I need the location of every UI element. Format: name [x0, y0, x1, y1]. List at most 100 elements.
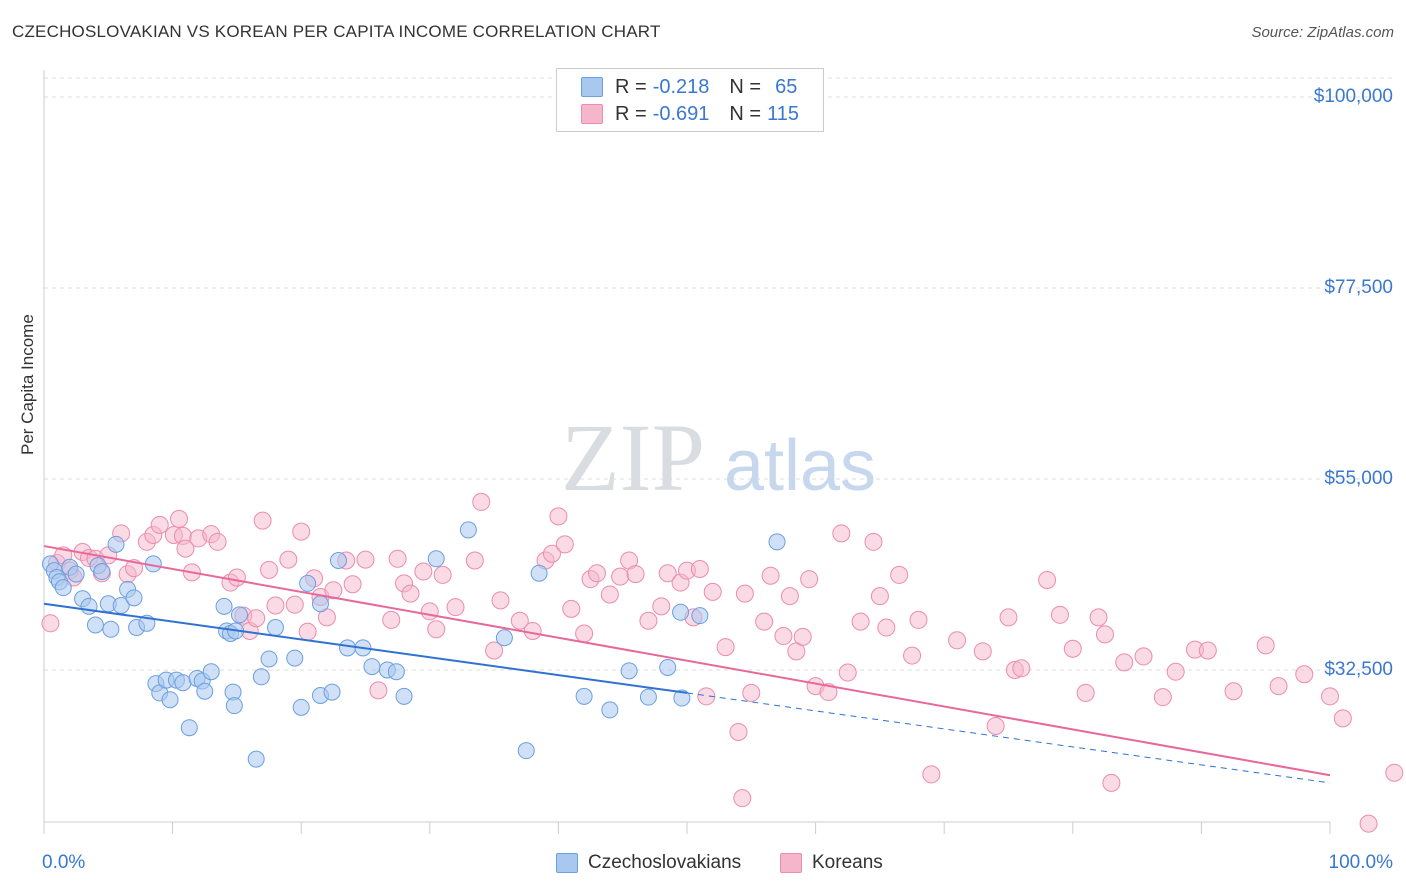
legend-row-czech: R = -0.218 N = 65 — [581, 75, 797, 99]
chart-title: CZECHOSLOVAKIAN VS KOREAN PER CAPITA INC… — [12, 22, 661, 41]
legend-korean-label: Koreans — [812, 852, 883, 873]
y-axis-label: Per Capita Income — [18, 314, 37, 455]
korean-point — [298, 622, 317, 641]
czech-point — [180, 719, 198, 737]
korean-point — [1012, 659, 1031, 678]
source-note: Source: ZipAtlas.com — [1251, 24, 1394, 41]
czech-r-value: -0.218 — [652, 75, 710, 98]
korean-point — [890, 565, 909, 584]
korean-point — [446, 598, 465, 617]
legend-korean-swatch — [780, 853, 802, 873]
korean-point — [986, 717, 1005, 736]
legend-czech-swatch — [556, 853, 578, 873]
korean-point — [414, 562, 433, 581]
korean-point — [292, 522, 311, 541]
korean-point — [465, 551, 484, 570]
czech-point — [93, 563, 111, 581]
korean-point — [150, 515, 169, 534]
korean-point — [1198, 641, 1217, 660]
korean-point — [324, 581, 343, 600]
korean-point — [658, 564, 677, 583]
korean-point — [1134, 647, 1153, 666]
korean-point — [793, 627, 812, 646]
korean-point — [1224, 682, 1243, 701]
korean-point — [733, 789, 752, 808]
korean-point — [247, 609, 266, 628]
korean-point — [1050, 605, 1069, 624]
czech-point — [292, 698, 310, 716]
korean-point — [176, 539, 195, 558]
korean-point — [549, 507, 568, 526]
korean-point — [1256, 636, 1275, 655]
legend-item-korean: Koreans — [780, 852, 883, 874]
czech-point — [174, 674, 192, 692]
korean-point — [1269, 677, 1288, 696]
korean-point — [125, 559, 144, 578]
czech-n-label: N = — [729, 75, 762, 98]
korean-point — [472, 492, 491, 511]
czech-point — [86, 616, 104, 634]
x-tick-max: 100.0% — [1328, 852, 1393, 873]
czech-point — [768, 533, 786, 551]
korean-trend-line — [43, 545, 1331, 777]
korean-point — [227, 568, 246, 587]
korean-point — [208, 532, 227, 551]
y-tick-77500: $77,500 — [1324, 277, 1393, 298]
korean-point — [838, 663, 857, 682]
czech-point — [495, 629, 513, 647]
korean-point — [1115, 653, 1134, 672]
czech-point — [252, 668, 270, 686]
czech-point — [107, 535, 125, 553]
czech-trend-extension — [686, 692, 1331, 784]
korean-point — [800, 570, 819, 589]
korean-point — [735, 584, 754, 603]
czech-point — [102, 620, 120, 638]
czech-point — [395, 687, 413, 705]
korean-point — [485, 641, 504, 660]
czech-point — [266, 619, 284, 637]
czech-point — [329, 551, 347, 569]
korean-point — [761, 566, 780, 585]
czech-trend-line — [43, 602, 688, 694]
czech-point — [691, 607, 709, 625]
czech-point — [260, 650, 278, 668]
korean-point — [690, 559, 709, 578]
czech-point — [299, 574, 317, 592]
korean-point — [1038, 571, 1057, 590]
czech-point — [202, 663, 220, 681]
czech-point — [323, 683, 341, 701]
korean-point — [626, 565, 645, 584]
legend-item-czech: Czechoslovakians — [556, 852, 741, 874]
korean-point — [819, 683, 838, 702]
czech-point — [311, 595, 329, 613]
korean-point — [356, 550, 375, 569]
korean-point — [343, 575, 362, 594]
korean-point — [433, 565, 452, 584]
korean-point — [999, 608, 1018, 627]
korean-point — [1063, 639, 1082, 658]
axes — [43, 70, 1331, 834]
korean-point — [742, 683, 761, 702]
korean-point — [427, 620, 446, 639]
czech-point — [196, 682, 214, 700]
korean-point — [611, 567, 630, 586]
korean-point — [652, 597, 671, 616]
korean-point — [909, 610, 928, 629]
korean-point — [1385, 763, 1404, 782]
czech-point — [80, 597, 98, 615]
y-tick-32500: $32,500 — [1324, 659, 1393, 680]
korean-swatch — [581, 104, 603, 124]
korean-point — [1295, 665, 1314, 684]
czech-point — [517, 742, 535, 760]
korean-point — [562, 599, 581, 618]
korean-point — [253, 511, 272, 530]
korean-point — [1089, 608, 1108, 627]
korean-point — [948, 631, 967, 650]
czech-points — [41, 521, 786, 768]
y-tick-55000: $55,000 — [1324, 468, 1393, 489]
czech-point — [286, 649, 304, 667]
trend-lines — [43, 545, 1331, 784]
czech-point — [639, 688, 657, 706]
korean-points — [41, 492, 1404, 833]
